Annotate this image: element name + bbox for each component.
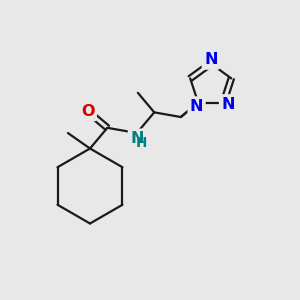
Text: N: N [204, 52, 218, 68]
Text: H: H [135, 136, 147, 150]
Text: O: O [81, 104, 94, 119]
Text: N: N [221, 97, 235, 112]
Text: N: N [130, 131, 144, 146]
Text: N: N [190, 99, 203, 114]
